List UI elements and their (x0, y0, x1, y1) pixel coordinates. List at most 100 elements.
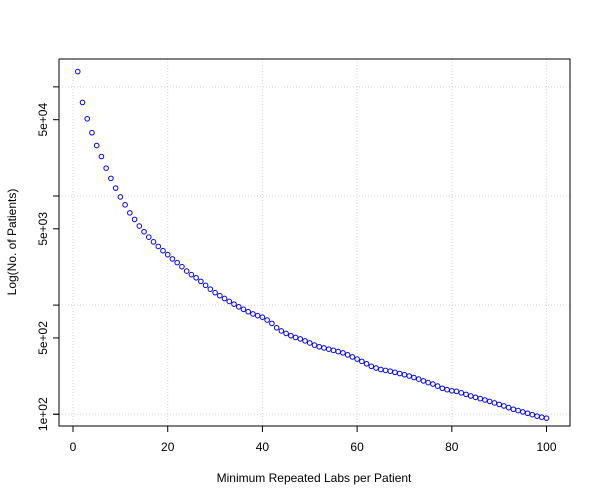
data-point (306, 340, 313, 346)
data-point (254, 312, 261, 319)
data-point (212, 289, 218, 296)
data-point (344, 352, 351, 358)
data-point (108, 175, 114, 182)
data-point (377, 366, 384, 373)
data-point (160, 247, 166, 254)
data-point (477, 395, 484, 402)
plot-box (58, 58, 571, 427)
x-tick-label: 0 (70, 440, 77, 454)
data-point (98, 153, 105, 160)
data-point (278, 328, 285, 334)
data-point (520, 409, 526, 415)
data-point (269, 320, 275, 327)
data-point (316, 343, 323, 350)
y-tick-label: 5e+02 (36, 321, 50, 355)
data-point (164, 251, 171, 258)
data-point (84, 115, 91, 122)
data-point (112, 185, 119, 191)
points-layer (74, 68, 550, 421)
data-point (524, 410, 531, 417)
data-point (406, 373, 412, 379)
data-point (387, 368, 394, 374)
data-point (382, 367, 389, 374)
data-point (359, 358, 365, 365)
data-point (93, 142, 100, 149)
data-point (330, 347, 337, 354)
data-point (283, 330, 289, 337)
data-point (235, 303, 242, 310)
data-point (515, 407, 521, 414)
data-point (396, 370, 403, 377)
x-tick-label: 80 (445, 440, 459, 454)
data-point (401, 371, 408, 378)
x-tick-label: 60 (350, 440, 364, 454)
data-point (420, 378, 427, 384)
data-point (127, 210, 133, 216)
data-point (505, 404, 512, 411)
data-point (363, 360, 370, 367)
data-point (538, 414, 545, 420)
data-point (510, 406, 517, 413)
data-point (117, 194, 124, 200)
y-tick-label: 5e+03 (36, 212, 50, 246)
data-point (444, 386, 450, 393)
data-point (174, 259, 180, 266)
data-point (273, 324, 280, 331)
data-point (193, 274, 199, 281)
data-point (89, 129, 95, 136)
data-point (207, 286, 214, 292)
data-point (534, 413, 540, 419)
grid-layer (59, 59, 570, 426)
x-axis-title: Minimum Repeated Labs per Patient (217, 471, 412, 485)
data-point (354, 356, 360, 362)
data-point (141, 228, 147, 235)
data-point (311, 342, 318, 348)
data-point (321, 345, 327, 351)
data-point (217, 292, 223, 299)
data-point (169, 256, 176, 262)
data-point (259, 314, 266, 320)
data-point (302, 338, 308, 344)
data-point (136, 223, 143, 229)
data-point (434, 383, 441, 389)
data-point (155, 243, 162, 250)
data-point (131, 216, 138, 223)
data-point (491, 400, 498, 406)
data-point (179, 263, 185, 270)
data-point (340, 350, 346, 356)
data-point (529, 411, 536, 418)
data-point (439, 385, 446, 392)
data-point (250, 311, 256, 317)
data-point (226, 298, 233, 305)
data-point (458, 390, 465, 396)
data-point (543, 415, 550, 421)
x-tick-label: 100 (536, 440, 556, 454)
data-point (325, 346, 332, 352)
data-point (150, 239, 157, 245)
data-point (288, 332, 294, 339)
data-point (202, 282, 209, 289)
x-tick-label: 20 (161, 440, 175, 454)
data-point (467, 393, 474, 399)
data-point (392, 369, 398, 376)
data-point (463, 391, 469, 398)
data-point (231, 301, 237, 307)
data-point (198, 278, 204, 285)
data-point (245, 308, 252, 315)
y-axis-title: Log(No. of Patients) (5, 189, 19, 296)
data-point (103, 165, 109, 171)
y-axis: 1e+02 5e+02 5e+03 5e+04 (36, 86, 60, 431)
x-axis: 0 20 40 60 80 100 (70, 425, 557, 454)
data-point (482, 397, 488, 403)
data-point (74, 68, 81, 75)
data-point (122, 202, 128, 208)
data-point (501, 403, 507, 409)
data-point (373, 365, 379, 371)
data-point (145, 234, 152, 240)
y-tick-label: 5e+04 (36, 103, 50, 137)
data-point (349, 354, 356, 360)
data-point (368, 363, 375, 370)
y-tick-label: 1e+02 (36, 397, 50, 431)
data-point (79, 99, 86, 106)
